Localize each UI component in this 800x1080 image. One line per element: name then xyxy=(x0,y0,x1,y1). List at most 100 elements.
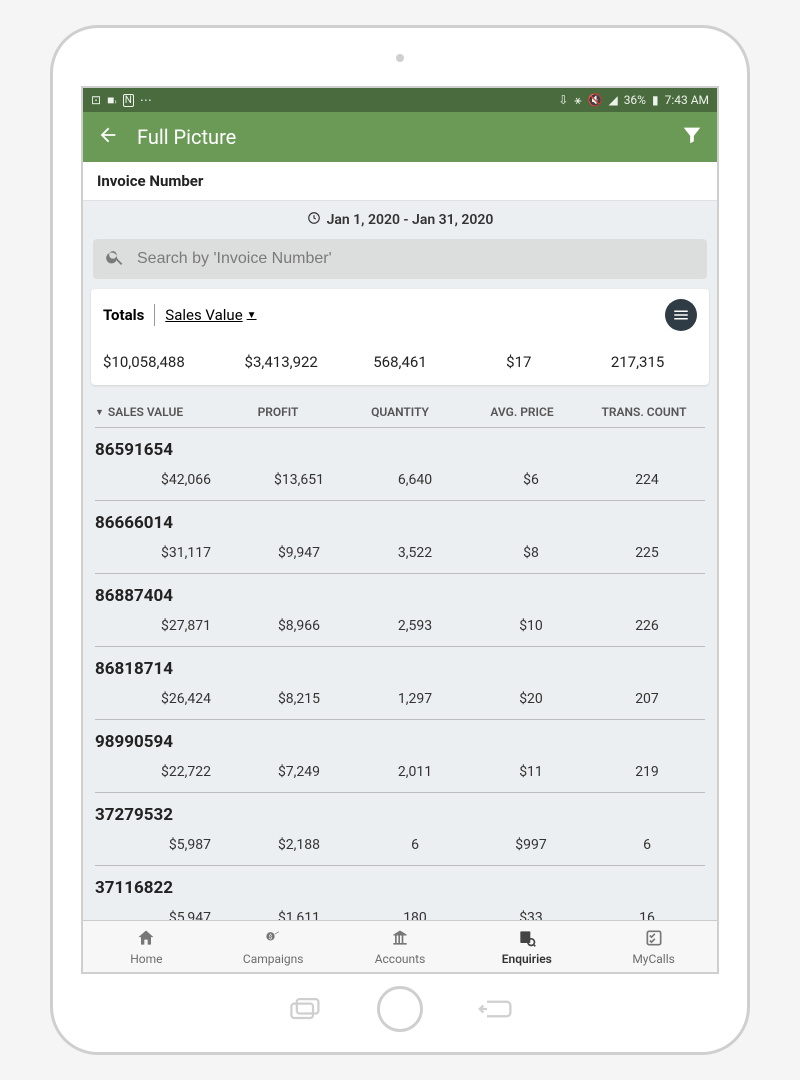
column-header[interactable]: TRANS. COUNT xyxy=(583,405,705,419)
battery-icon: ▮ xyxy=(652,93,659,107)
cell: 1,297 xyxy=(357,691,473,707)
cell: $997 xyxy=(473,837,589,853)
search-input[interactable] xyxy=(137,250,695,268)
nav-label: MyCalls xyxy=(632,952,675,966)
home-icon xyxy=(136,928,156,951)
invoice-number: 86818714 xyxy=(95,655,705,691)
tablet-frame: ⊡ ■› N ⋯ ⇩ ⚹ 🔇 ◢ 36% ▮ 7:43 AM Full Pict… xyxy=(50,25,750,1055)
table-row[interactable]: 86887404$27,871$8,9662,593$10226 xyxy=(95,573,705,646)
cell: 3,522 xyxy=(357,545,473,561)
section-label: Invoice Number xyxy=(83,162,717,201)
totals-selector-text: Sales Value xyxy=(165,306,242,324)
cell: $5,987 xyxy=(95,837,241,853)
nav-label: Home xyxy=(130,952,162,966)
table-row[interactable]: 98990594$22,722$7,2492,011$11219 xyxy=(95,719,705,792)
hw-home-button[interactable] xyxy=(377,986,423,1032)
table-row[interactable]: 37279532$5,987$2,1886$9976 xyxy=(95,792,705,865)
column-header[interactable]: AVG. PRICE xyxy=(461,405,583,419)
cell: 207 xyxy=(589,691,705,707)
table-row[interactable]: 37116822$5,947$1,611180$3316 xyxy=(95,865,705,920)
menu-button[interactable] xyxy=(665,299,697,331)
accounts-icon xyxy=(390,928,410,951)
app-bar: Full Picture xyxy=(83,112,717,162)
cell: $7,249 xyxy=(241,764,357,780)
cell: $20 xyxy=(473,691,589,707)
totals-value: $3,413,922 xyxy=(222,353,341,371)
nav-home[interactable]: Home xyxy=(83,921,210,972)
cell: 16 xyxy=(589,910,705,920)
table-row[interactable]: 86666014$31,117$9,9473,522$8225 xyxy=(95,500,705,573)
cell: $42,066 xyxy=(95,472,241,488)
cell: 6,640 xyxy=(357,472,473,488)
nav-label: Campaigns xyxy=(243,952,304,966)
nav-label: Enquiries xyxy=(502,952,552,966)
download-icon: ⇩ xyxy=(558,93,568,107)
date-range-text: Jan 1, 2020 - Jan 31, 2020 xyxy=(327,212,494,228)
column-header[interactable]: ▼SALES VALUE xyxy=(95,405,217,419)
nfc-icon: N xyxy=(123,94,134,107)
invoice-number: 37279532 xyxy=(95,801,705,837)
cell: $6 xyxy=(473,472,589,488)
campaigns-icon: $ xyxy=(263,928,283,951)
invoice-number: 98990594 xyxy=(95,728,705,764)
cell: 6 xyxy=(589,837,705,853)
wifi-icon: ◢ xyxy=(608,93,617,107)
cell: $8,215 xyxy=(241,691,357,707)
search-bar[interactable] xyxy=(93,239,707,279)
bluetooth-icon: ⚹ xyxy=(574,93,581,108)
clock: 7:43 AM xyxy=(665,93,709,107)
totals-value: $17 xyxy=(459,353,578,371)
totals-value: 217,315 xyxy=(578,353,697,371)
cell: $33 xyxy=(473,910,589,920)
totals-value: $10,058,488 xyxy=(103,353,222,371)
cell: $27,871 xyxy=(95,618,241,634)
hw-recent-button[interactable] xyxy=(286,996,322,1022)
cell: $8,966 xyxy=(241,618,357,634)
page-title: Full Picture xyxy=(137,125,663,149)
chevron-down-icon: ▼ xyxy=(247,310,257,321)
cell: $10 xyxy=(473,618,589,634)
totals-sort-selector[interactable]: Sales Value ▼ xyxy=(165,306,256,324)
android-statusbar: ⊡ ■› N ⋯ ⇩ ⚹ 🔇 ◢ 36% ▮ 7:43 AM xyxy=(83,88,717,112)
cell: $9,947 xyxy=(241,545,357,561)
column-headers: ▼SALES VALUEPROFITQUANTITYAVG. PRICETRAN… xyxy=(83,385,717,427)
nav-campaigns[interactable]: $ Campaigns xyxy=(210,921,337,972)
cell: 6 xyxy=(357,837,473,853)
enquiries-icon xyxy=(517,928,537,951)
cell: $31,117 xyxy=(95,545,241,561)
cell: 224 xyxy=(589,472,705,488)
bottom-nav: Home $ Campaigns Accounts Enquiries MyCalls xyxy=(83,920,717,972)
cell: $2,188 xyxy=(241,837,357,853)
cell: $1,611 xyxy=(241,910,357,920)
cell: 226 xyxy=(589,618,705,634)
mute-icon: 🔇 xyxy=(588,93,603,107)
table-row[interactable]: 86591654$42,066$13,6516,640$6224 xyxy=(95,427,705,500)
table-row[interactable]: 86818714$26,424$8,2151,297$20207 xyxy=(95,646,705,719)
clock-icon xyxy=(307,211,321,229)
totals-values: $10,058,488$3,413,922568,461$17217,315 xyxy=(103,353,697,371)
invoice-list[interactable]: 86591654$42,066$13,6516,640$622486666014… xyxy=(83,427,717,920)
column-header[interactable]: QUANTITY xyxy=(339,405,461,419)
date-range[interactable]: Jan 1, 2020 - Jan 31, 2020 xyxy=(83,201,717,239)
column-header[interactable]: PROFIT xyxy=(217,405,339,419)
cell: $26,424 xyxy=(95,691,241,707)
more-icon: ⋯ xyxy=(140,93,152,107)
nav-enquiries[interactable]: Enquiries xyxy=(463,921,590,972)
filter-icon[interactable] xyxy=(681,124,703,150)
nav-label: Accounts xyxy=(375,952,426,966)
nav-mycalls[interactable]: MyCalls xyxy=(590,921,717,972)
svg-text:$: $ xyxy=(269,932,273,940)
cell: 225 xyxy=(589,545,705,561)
back-arrow-icon[interactable] xyxy=(97,124,119,150)
alarm-icon: ⊡ xyxy=(91,93,101,107)
nav-accounts[interactable]: Accounts xyxy=(337,921,464,972)
hw-back-button[interactable] xyxy=(478,996,514,1022)
screen: ⊡ ■› N ⋯ ⇩ ⚹ 🔇 ◢ 36% ▮ 7:43 AM Full Pict… xyxy=(81,86,719,974)
invoice-number: 37116822 xyxy=(95,874,705,910)
cell: $11 xyxy=(473,764,589,780)
hardware-buttons xyxy=(53,986,747,1032)
cell: $22,722 xyxy=(95,764,241,780)
totals-label: Totals xyxy=(103,306,144,324)
sort-desc-icon: ▼ xyxy=(95,407,104,418)
camera-icon: ■› xyxy=(107,93,117,107)
